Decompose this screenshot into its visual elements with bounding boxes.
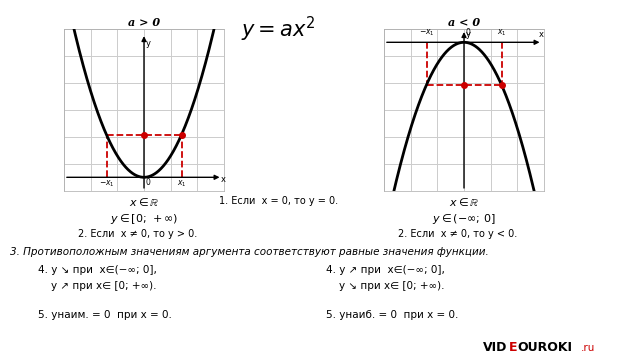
Text: .ru: .ru (581, 343, 595, 353)
Text: y: y (145, 39, 150, 48)
Text: 2. Если  x ≠ 0, то y > 0.: 2. Если x ≠ 0, то y > 0. (78, 229, 197, 239)
Text: $y \in (-\infty;\,0]$: $y \in (-\infty;\,0]$ (432, 212, 496, 226)
Text: 1. Если  x = 0, то y = 0.: 1. Если x = 0, то y = 0. (219, 196, 338, 206)
Text: $0$: $0$ (145, 176, 151, 188)
Text: 3. Противоположным значениям аргумента соответствуют равные значения функции.: 3. Противоположным значениям аргумента с… (10, 247, 488, 257)
Text: $x \in \mathbb{R}$: $x \in \mathbb{R}$ (129, 196, 159, 208)
Text: $-x_1$: $-x_1$ (419, 28, 435, 38)
Text: E: E (509, 341, 517, 354)
Text: OUROKI: OUROKI (517, 341, 572, 354)
Text: 5. yнаим. = 0  при x = 0.: 5. yнаим. = 0 при x = 0. (38, 310, 172, 320)
Text: 4. y ↘ при  x∈(−∞; 0],: 4. y ↘ при x∈(−∞; 0], (38, 265, 157, 275)
Text: 2. Если  x ≠ 0, то y < 0.: 2. Если x ≠ 0, то y < 0. (398, 229, 517, 239)
Text: y: y (465, 30, 470, 39)
Text: y ↗ при x∈ [0; +∞).: y ↗ при x∈ [0; +∞). (51, 281, 157, 291)
Text: $y = ax^2$: $y = ax^2$ (241, 14, 316, 44)
Text: VID: VID (483, 341, 508, 354)
Title: a < 0: a < 0 (448, 17, 480, 28)
Text: $y \in [0;\,+\infty)$: $y \in [0;\,+\infty)$ (110, 212, 178, 226)
Title: a > 0: a > 0 (128, 17, 160, 28)
Text: x: x (538, 30, 543, 39)
Text: $0$: $0$ (465, 26, 472, 37)
Text: 4. y ↗ при  x∈(−∞; 0],: 4. y ↗ при x∈(−∞; 0], (326, 265, 445, 275)
Text: $x \in \mathbb{R}$: $x \in \mathbb{R}$ (449, 196, 479, 208)
Text: 5. yнаиб. = 0  при x = 0.: 5. yнаиб. = 0 при x = 0. (326, 310, 459, 320)
Text: y ↘ при x∈ [0; +∞).: y ↘ при x∈ [0; +∞). (339, 281, 445, 291)
Text: x: x (221, 175, 226, 184)
Text: $x_1$: $x_1$ (177, 179, 186, 189)
Text: $-x_1$: $-x_1$ (99, 179, 115, 189)
Text: $x_1$: $x_1$ (497, 28, 506, 38)
